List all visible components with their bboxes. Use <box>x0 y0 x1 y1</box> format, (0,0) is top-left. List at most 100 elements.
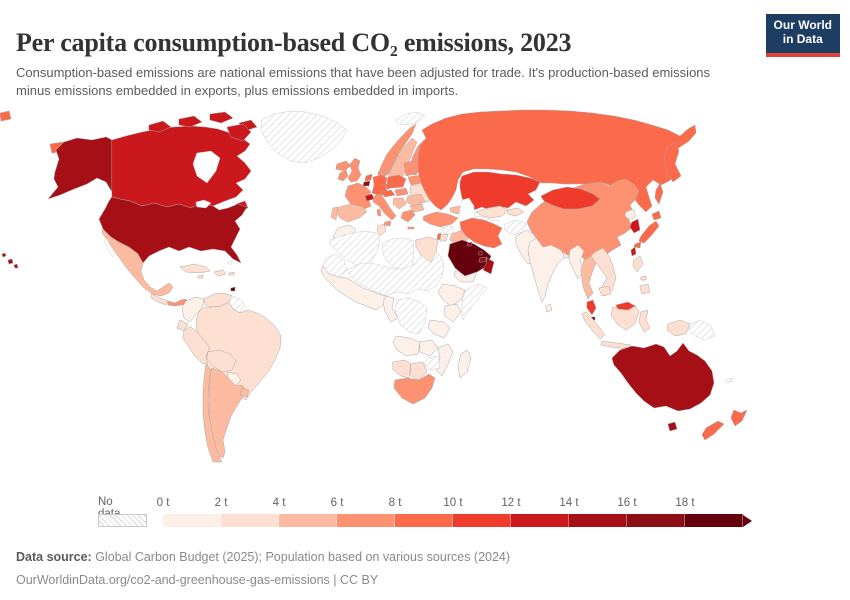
country-new-zealand-south[interactable]: New Zealand <box>701 420 725 441</box>
country-russia-chukotka-wrap[interactable]: Russia <box>0 110 12 122</box>
legend-bin-0–2 t[interactable]: 0 t <box>157 497 221 527</box>
country-algeria[interactable]: Algeria <box>329 230 381 268</box>
country-romania[interactable]: Romania <box>405 193 426 207</box>
country-sahel[interactable]: Mali, Niger, Chad & Sudan <box>346 251 445 297</box>
country-puerto-rico[interactable]: Puerto Rico <box>228 271 235 276</box>
country-south-korea[interactable]: South Korea <box>629 218 641 234</box>
country-jordan[interactable]: Jordan <box>439 233 449 242</box>
country-somalia[interactable]: Somalia <box>460 283 488 321</box>
country-sri-lanka[interactable]: Sri Lanka <box>545 303 553 313</box>
country-gabon-congo[interactable]: Gabon & Congo <box>382 295 399 323</box>
country-uae[interactable]: United Arab Emirates <box>478 256 488 263</box>
country-uruguay[interactable]: Uruguay <box>239 387 250 398</box>
legend-bin-10–12 t[interactable]: 10 t <box>443 497 511 527</box>
country-chile[interactable]: Chile <box>202 363 223 463</box>
country-indonesia-papua[interactable]: Indonesia <box>666 319 691 337</box>
country-italy-sicily[interactable]: Italy <box>383 220 392 227</box>
country-spain[interactable]: Spain <box>335 203 368 223</box>
country-italy-sardinia[interactable]: Italy <box>376 208 382 217</box>
country-trinidad[interactable]: Trinidad and Tobago <box>230 286 236 292</box>
country-north-korea[interactable]: North Korea <box>624 208 637 221</box>
country-afghanistan[interactable]: Afghanistan <box>504 219 528 236</box>
country-mexico[interactable]: Mexico <box>101 228 174 297</box>
country-kenya[interactable]: Kenya <box>444 303 462 323</box>
country-netherlands[interactable]: Netherlands <box>364 173 373 182</box>
country-malaysia-peninsula[interactable]: Malaysia <box>586 299 597 316</box>
country-canada[interactable]: Canada <box>111 125 252 209</box>
country-balkans[interactable]: Western Balkans <box>392 197 407 210</box>
country-mongolia[interactable]: Mongolia <box>540 186 601 210</box>
country-zambia[interactable]: Zambia <box>419 339 439 357</box>
footer-url-link[interactable]: OurWorldinData.org/co2-and-greenhouse-ga… <box>16 573 330 587</box>
country-oman[interactable]: Oman <box>482 257 495 275</box>
legend-bin-18+ t[interactable]: 18 t <box>675 497 743 527</box>
country-japan-kyushu[interactable]: Japan <box>633 241 642 249</box>
country-canada-island-1[interactable]: Canada <box>148 120 172 133</box>
country-baltics[interactable]: Estonia, Latvia & Lithuania <box>403 160 416 177</box>
country-poland[interactable]: Poland <box>386 174 407 189</box>
country-cuba[interactable]: Cuba <box>179 263 211 274</box>
legend-bin-8–10 t[interactable]: 8 t <box>389 497 453 527</box>
country-russia-sakhalin[interactable]: Russia <box>654 182 664 205</box>
country-portugal[interactable]: Portugal <box>330 206 339 221</box>
country-thailand[interactable]: Thailand <box>580 255 597 300</box>
country-botswana[interactable]: Botswana <box>410 361 428 381</box>
country-canada-island-2[interactable]: Canada <box>178 115 203 128</box>
country-namibia[interactable]: Namibia <box>392 359 412 379</box>
country-turkey[interactable]: Turkey <box>422 211 459 228</box>
country-australia[interactable]: Australia <box>611 342 715 412</box>
country-jamaica[interactable]: Jamaica <box>197 274 204 279</box>
legend-bin-14–16 t[interactable]: 14 t <box>559 497 627 527</box>
country-angola[interactable]: Angola <box>392 335 421 357</box>
country-ireland[interactable]: Ireland <box>337 169 349 182</box>
country-papua-new-guinea[interactable]: Papua New Guinea <box>688 319 716 341</box>
country-slovakia-hungary[interactable]: Slovakia & Hungary <box>394 187 409 197</box>
country-colombia[interactable]: Colombia <box>181 296 205 323</box>
country-south-africa[interactable]: South Africa <box>393 373 436 405</box>
country-tanzania[interactable]: Tanzania <box>427 319 451 339</box>
country-greece[interactable]: Greece <box>400 209 416 223</box>
country-new-caledonia[interactable]: New Caledonia <box>725 377 734 384</box>
country-drc[interactable]: Democratic Republic of Congo <box>394 297 428 335</box>
country-ethiopia[interactable]: Ethiopia <box>437 283 466 307</box>
country-iceland[interactable]: Iceland <box>335 160 352 172</box>
country-syria[interactable]: Syria <box>441 225 455 236</box>
country-philippines-mindanao[interactable]: Philippines <box>639 283 651 295</box>
country-malaysia-borneo[interactable]: Malaysia <box>615 301 636 311</box>
country-greenland[interactable]: Greenland <box>260 110 348 164</box>
legend-bin-2–4 t[interactable]: 2 t <box>215 497 279 527</box>
country-vietnam-laos[interactable]: Vietnam & Laos <box>590 247 617 297</box>
owid-logo[interactable]: Our World in Data <box>765 14 840 57</box>
country-greece-crete[interactable]: Greece <box>407 226 415 230</box>
legend-bin-6–8 t[interactable]: 6 t <box>331 497 395 527</box>
country-united-kingdom[interactable]: United Kingdom <box>347 157 362 183</box>
country-canada-baffin[interactable]: Canada <box>226 123 252 142</box>
country-bolivia[interactable]: Bolivia <box>206 349 237 373</box>
country-zimbabwe[interactable]: Zimbabwe <box>423 355 441 371</box>
country-usa-hawaii-1[interactable]: United States <box>7 258 14 265</box>
country-kuwait[interactable]: Kuwait <box>466 241 473 247</box>
country-cambodia[interactable]: Cambodia <box>598 285 612 297</box>
country-iran[interactable]: Iran <box>459 217 503 249</box>
country-norway[interactable]: Norway <box>377 123 417 178</box>
country-austria[interactable]: Austria <box>380 189 396 198</box>
country-indonesia-sulawesi[interactable]: Indonesia <box>638 309 651 333</box>
country-svalbard[interactable]: Svalbard <box>395 111 426 126</box>
country-italy[interactable]: Italy <box>372 193 397 221</box>
country-philippines-luzon[interactable]: Philippines <box>632 255 644 273</box>
legend-bin-4–6 t[interactable]: 4 t <box>273 497 337 527</box>
country-madagascar[interactable]: Madagascar <box>457 349 472 379</box>
country-uzbekistan[interactable]: Uzbekistan <box>475 205 509 219</box>
country-belgium[interactable]: Belgium <box>362 180 371 187</box>
country-hispaniola[interactable]: Haiti & Dominican Republic <box>213 269 227 277</box>
country-central-america[interactable]: Guatemala, Honduras & Nicaragua <box>150 293 169 306</box>
country-libya[interactable]: Libya <box>381 237 415 271</box>
country-indonesia-sumatra[interactable]: Indonesia <box>581 311 606 340</box>
country-yemen[interactable]: Yemen <box>453 269 478 283</box>
country-bahamas[interactable]: Bahamas <box>227 260 233 265</box>
country-usa-hawaii-3[interactable]: United States <box>1 252 7 258</box>
country-new-zealand-north[interactable]: New Zealand <box>730 409 748 427</box>
country-usa[interactable]: United States <box>98 196 248 264</box>
country-tunisia[interactable]: Tunisia <box>376 223 387 237</box>
country-kyrgyzstan-tajikistan[interactable]: Kyrgyzstan & Tajikistan <box>507 207 525 217</box>
